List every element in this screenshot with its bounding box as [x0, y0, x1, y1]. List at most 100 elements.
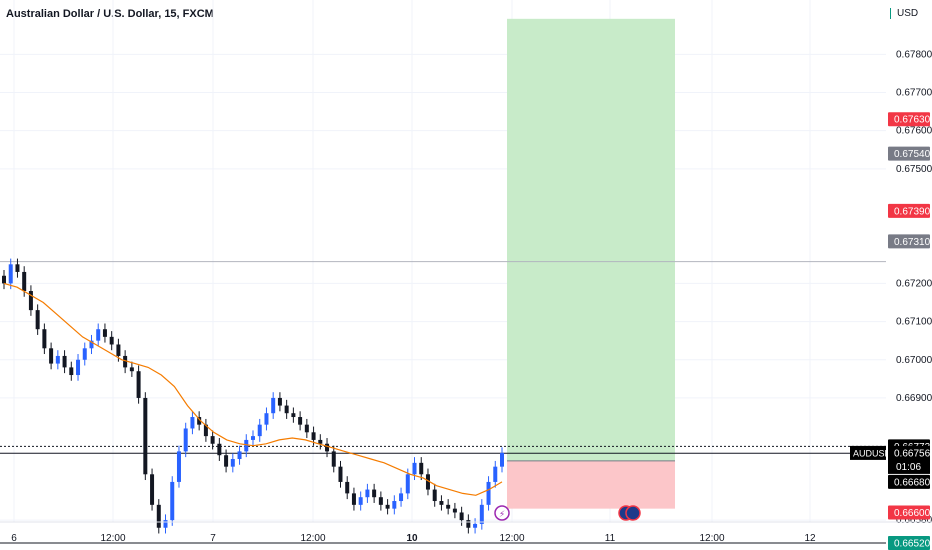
- price-tick-label: 0.66580: [896, 515, 932, 526]
- candle-body: [123, 355, 128, 368]
- candle-body: [170, 481, 175, 521]
- candle-body: [150, 474, 155, 505]
- candle-body: [49, 348, 54, 364]
- candle-body: [271, 397, 276, 414]
- candle-body: [338, 466, 343, 482]
- price-label-text: 0.67310: [894, 237, 931, 248]
- candle-body: [378, 497, 383, 505]
- time-tick-label: 12:00: [499, 533, 524, 544]
- symbol-tag-box: [850, 445, 886, 460]
- candle-body: [143, 397, 148, 475]
- candle-body: [35, 310, 40, 330]
- flag-icon: [625, 505, 641, 521]
- candle-body: [277, 397, 282, 406]
- candle-body: [210, 436, 215, 444]
- candle-body: [479, 504, 484, 524]
- candle-body: [257, 424, 262, 437]
- chart-title: Australian Dollar / U.S. Dollar, 15, FXC…: [6, 8, 214, 20]
- candle-body: [345, 481, 350, 494]
- candle-body: [392, 501, 397, 509]
- countdown-text: 01:06: [896, 462, 921, 473]
- currency-label[interactable]: USD: [890, 8, 918, 19]
- price-tick-label: 0.67800: [896, 49, 932, 60]
- time-tick-label: 12:00: [300, 533, 325, 544]
- time-tick-label: 12:00: [100, 533, 125, 544]
- lightning-icon: [494, 505, 510, 521]
- candle-body: [412, 462, 417, 475]
- candle-body: [284, 405, 289, 414]
- candle-body: [76, 359, 81, 376]
- price-label-text: 0.66600: [894, 508, 931, 519]
- price-tick-label: 0.67500: [896, 164, 932, 175]
- candle-body: [183, 428, 188, 452]
- candle-body: [28, 291, 33, 311]
- price-label-text: 0.67630: [894, 115, 931, 126]
- current-price-text: 0.66756: [894, 448, 931, 459]
- candle-body: [203, 424, 208, 437]
- candle-body: [176, 451, 181, 482]
- candle-body: [109, 336, 114, 345]
- candle-body: [318, 439, 323, 444]
- candle-body: [432, 489, 437, 502]
- candle-body: [399, 493, 404, 502]
- candle-body: [304, 424, 309, 433]
- time-tick-label: 6: [11, 533, 17, 544]
- candle-body: [446, 504, 451, 509]
- price-label-text: 0.66680: [894, 477, 931, 488]
- candle-body: [42, 329, 47, 349]
- price-tick-label: 0.67600: [896, 126, 932, 137]
- price-label-box: [888, 234, 930, 249]
- candle-body: [96, 329, 101, 341]
- price-tick-label: 0.67000: [896, 355, 932, 366]
- candle-body: [325, 443, 330, 452]
- candle-body: [190, 417, 195, 429]
- candle-body: [15, 264, 20, 272]
- candle-body: [251, 436, 255, 440]
- time-tick-label: 12:00: [699, 533, 724, 544]
- time-tick-label: 11: [605, 533, 616, 544]
- price-label-box: [888, 536, 930, 550]
- candle-body: [486, 481, 491, 505]
- candle-body: [116, 344, 121, 356]
- price-tick-label: 0.66900: [896, 393, 932, 404]
- candle-body: [358, 497, 363, 505]
- time-tick-label: 10: [406, 533, 418, 544]
- price-label-box: [888, 505, 930, 520]
- price-label-box: [888, 146, 930, 161]
- candle-body: [351, 493, 356, 505]
- candle-body: [82, 348, 87, 360]
- candle-body: [55, 355, 60, 364]
- price-label-box: [888, 112, 930, 127]
- time-tick-label: 12: [804, 533, 816, 544]
- loss-zone: [507, 460, 675, 509]
- candle-body: [331, 451, 336, 467]
- candle-body: [459, 512, 464, 521]
- candle-body: [244, 439, 249, 452]
- price-label-text: 0.67540: [894, 149, 931, 160]
- candle-body: [2, 275, 6, 284]
- candle-body: [405, 474, 410, 494]
- candle-body: [466, 520, 471, 528]
- candle-body: [385, 504, 390, 509]
- candle-body: [136, 371, 141, 398]
- candle-body: [69, 367, 74, 376]
- candle-body: [473, 523, 478, 528]
- candle-body: [291, 413, 296, 418]
- candle-body: [493, 466, 498, 482]
- symbol-tag-text: AUDUSD: [853, 448, 892, 458]
- candle-body: [62, 355, 67, 368]
- candle-body: [89, 340, 94, 349]
- candle-body: [129, 367, 134, 372]
- candle-body: [439, 501, 444, 505]
- time-tick-label: 7: [210, 533, 216, 544]
- price-label-text: 0.66520: [894, 539, 931, 550]
- candle-body: [217, 443, 222, 456]
- moving-average-line: [3, 282, 503, 496]
- candle-body: [8, 264, 13, 284]
- candle-body: [419, 462, 424, 475]
- lightning-icon-glyph: ⚡: [499, 509, 505, 519]
- candle-body: [22, 271, 27, 292]
- profit-zone: [507, 18, 675, 461]
